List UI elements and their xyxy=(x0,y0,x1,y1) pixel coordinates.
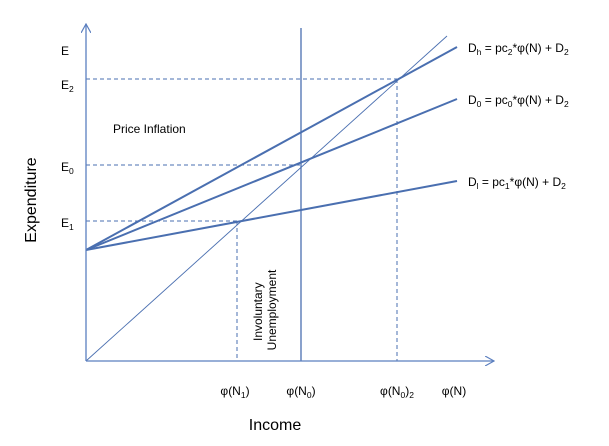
forty-five-degree-line xyxy=(85,35,448,362)
y-label-e0: E0 xyxy=(61,160,74,176)
x-label-n02: φ(N0)2 xyxy=(380,384,414,400)
d0-label: D0 = pc0*φ(N) + D2 xyxy=(468,93,569,109)
y-axis-title: Expenditure xyxy=(23,157,40,242)
y-label-e1: E1 xyxy=(61,216,74,232)
involuntary-unemployment-annotation: Involuntary Unemployment xyxy=(251,269,279,350)
d0-demand-line xyxy=(85,98,458,251)
price-inflation-annotation: Price Inflation xyxy=(113,122,186,136)
x-axis-title: Income xyxy=(249,417,302,434)
y-label-e: E xyxy=(61,44,69,58)
dh-demand-line xyxy=(85,46,458,251)
dl-label: Dl = pc1*φ(N) + D2 xyxy=(468,175,566,191)
x-label-n1: φ(N1) xyxy=(220,384,249,400)
x-label-phi-n: φ(N) xyxy=(442,384,466,398)
x-label-n0: φ(N0) xyxy=(286,384,315,400)
y-label-e2: E2 xyxy=(61,78,74,94)
dl-demand-line xyxy=(85,180,458,251)
dh-label: Dh = pc2*φ(N) + D2 xyxy=(468,41,569,57)
